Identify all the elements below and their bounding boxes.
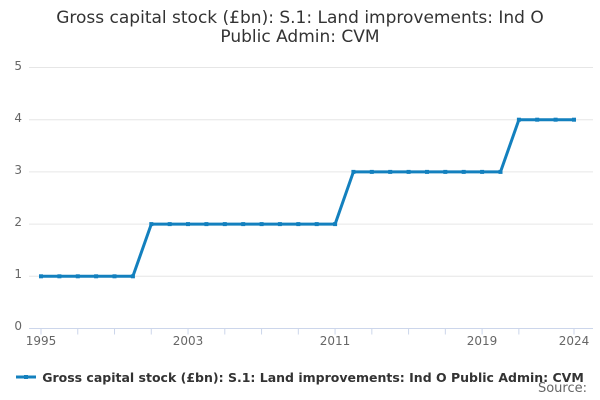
series-point-2000[interactable] (130, 274, 135, 279)
x-axis-label-2003: 2003 (172, 334, 204, 348)
series-point-2009[interactable] (296, 222, 301, 227)
series-point-2024[interactable] (572, 117, 576, 122)
y-axis-label-0: 0 (14, 319, 22, 333)
series-point-2018[interactable] (461, 169, 466, 174)
series-point-2011[interactable] (333, 222, 338, 227)
series-point-2005[interactable] (222, 222, 227, 227)
series-point-1999[interactable] (112, 274, 117, 279)
series-point-1995[interactable] (39, 274, 43, 279)
series-point-2012[interactable] (351, 169, 356, 174)
x-axis-label-1995: 1995 (25, 334, 57, 348)
series-point-2001[interactable] (149, 222, 154, 227)
y-axis-label-2: 2 (14, 215, 22, 229)
legend-item[interactable]: Gross capital stock (£bn): S.1: Land imp… (0, 368, 600, 386)
x-axis-label-2024: 2024 (558, 334, 590, 348)
chart-title-line1: Gross capital stock (£bn): S.1: Land imp… (56, 8, 544, 28)
chart-title-line2: Public Admin: CVM (220, 27, 380, 47)
y-axis-label-4: 4 (14, 111, 22, 125)
series-point-2017[interactable] (443, 169, 448, 174)
legend-line-marker-icon (16, 375, 37, 379)
legend-label: Gross capital stock (£bn): S.1: Land imp… (42, 369, 584, 385)
series-point-2013[interactable] (369, 169, 374, 174)
series-point-1996[interactable] (57, 274, 62, 279)
x-axis-label-2019: 2019 (466, 334, 498, 348)
chart-title: Gross capital stock (£bn): S.1: Land imp… (0, 9, 600, 47)
series-point-2015[interactable] (406, 169, 411, 174)
series-point-2008[interactable] (277, 222, 282, 227)
y-axis-label-1: 1 (14, 267, 22, 281)
series-point-2014[interactable] (388, 169, 393, 174)
series-line (39, 118, 576, 278)
y-axis-label-5: 5 (14, 59, 22, 73)
y-axis-label-3: 3 (14, 163, 22, 177)
series-point-2022[interactable] (535, 117, 540, 122)
series-point-2007[interactable] (259, 222, 264, 227)
series-point-2006[interactable] (241, 222, 246, 227)
x-axis-label-2011: 2011 (319, 334, 351, 348)
series-point-1997[interactable] (75, 274, 80, 279)
source-note: Source: (537, 381, 587, 396)
series-point-2020[interactable] (498, 169, 503, 174)
series-point-1998[interactable] (94, 274, 99, 279)
series-point-2019[interactable] (480, 169, 485, 174)
series-point-2016[interactable] (425, 169, 429, 174)
series-point-2003[interactable] (186, 222, 190, 227)
series-point-2021[interactable] (516, 117, 521, 122)
series-point-2010[interactable] (314, 222, 319, 227)
series-point-2004[interactable] (204, 222, 209, 227)
series-point-2002[interactable] (167, 222, 172, 227)
series-point-2023[interactable] (553, 117, 558, 122)
